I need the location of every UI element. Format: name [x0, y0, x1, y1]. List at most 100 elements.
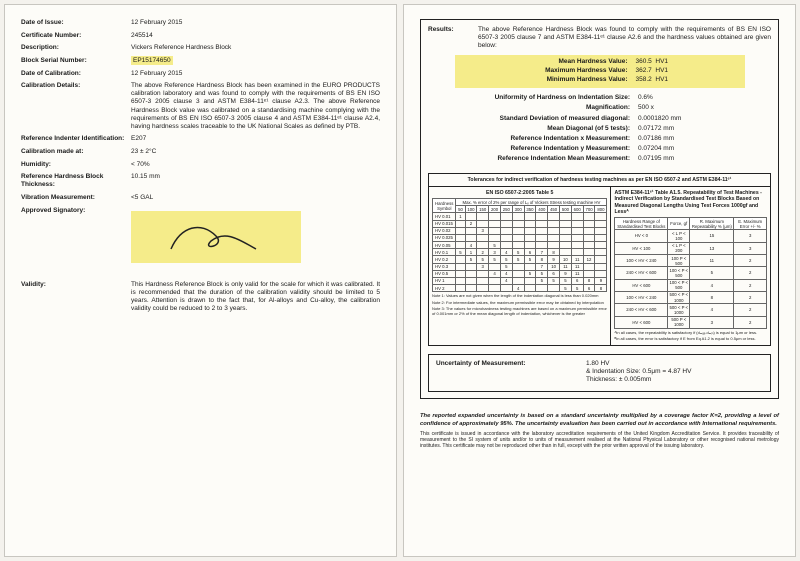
row-validity: Validity: This Hardness Reference Block … [21, 281, 380, 314]
label-uniformity: Uniformity of Hardness on Indentation Si… [428, 94, 638, 102]
label-ref-x: Reference Indentation x Measurement: [428, 135, 638, 143]
row-indenter: Reference Indenter Identification: E207 [21, 135, 380, 143]
astm-foot2: ᴮIn all cases, the error is satisfactory… [614, 337, 767, 342]
label-magnification: Magnification: [428, 104, 638, 112]
row-date-issue: Date of Issue: 12 February 2015 [21, 19, 380, 27]
label-humidity: Humidity: [21, 161, 131, 169]
iso-note3: Note 3: The values for microhardness tes… [432, 307, 607, 316]
row-mean-hardness: Mean Hardness Value: 360.5 HV1 [461, 58, 739, 66]
row-stddev: Standard Deviation of measured diagonal:… [428, 115, 771, 123]
value-description: Vickers Reference Hardness Block [131, 44, 380, 52]
value-calib-details: The above Reference Hardness Block has b… [131, 82, 380, 131]
label-vibration: Vibration Measurement: [21, 194, 131, 202]
iso-note2: Note 2: For intermediate values, the max… [432, 301, 607, 306]
value-validity: This Hardness Reference Block is only va… [131, 281, 380, 314]
footer-bold: The reported expanded uncertainty is bas… [420, 413, 779, 427]
unit-max-hardness: HV1 [655, 67, 668, 74]
value-humidity: < 70% [131, 161, 380, 169]
row-calib-at: Calibration made at: 23 ± 2°C [21, 148, 380, 156]
value-magnification: 500 x [638, 104, 771, 112]
astm-table: Hardness Range of Standardised Test Bloc… [614, 217, 767, 329]
label-serial: Block Serial Number: [21, 57, 131, 65]
label-calib-date: Date of Calibration: [21, 70, 131, 78]
row-signatory: Approved Signatory: [21, 207, 380, 263]
row-cert-no: Certificate Number: 245514 [21, 32, 380, 40]
row-ref-y: Reference Indentation y Measurement:0.07… [428, 145, 771, 153]
value-min-hardness: 358.2 [636, 76, 652, 83]
row-thickness: Reference Hardness Block Thickness: 10.1… [21, 173, 380, 189]
unit-mean-hardness: HV1 [655, 58, 668, 65]
label-calib-at: Calibration made at: [21, 148, 131, 156]
iso-table: HardnessSymbolMax. % error of 2% per ran… [432, 198, 607, 292]
value-mean-hardness: 360.5 [636, 58, 652, 65]
value-ref-y: 0.07204 mm [638, 145, 771, 153]
label-description: Description: [21, 44, 131, 52]
label-mean-hardness: Mean Hardness Value: [461, 58, 636, 66]
value-max-hardness: 362.7 [636, 67, 652, 74]
tolerance-iso-section: EN ISO 6507-2:2005 Table 5 HardnessSymbo… [429, 187, 611, 345]
results-frame: Results: The above Reference Hardness Bl… [420, 19, 779, 399]
value-uniformity: 0.6% [638, 94, 771, 102]
tolerance-box: Tolerances for indirect verification of … [428, 173, 771, 346]
value-cert-no: 245514 [131, 32, 380, 40]
row-min-hardness: Minimum Hardness Value: 358.2 HV1 [461, 76, 739, 84]
row-calib-details: Calibration Details: The above Reference… [21, 82, 380, 131]
value-date-issue: 12 February 2015 [131, 19, 380, 27]
row-max-hardness: Maximum Hardness Value: 362.7 HV1 [461, 67, 739, 75]
label-cert-no: Certificate Number: [21, 32, 131, 40]
certificate-left-page: Date of Issue: 12 February 2015 Certific… [4, 4, 397, 557]
label-results: Results: [428, 26, 478, 50]
row-serial: Block Serial Number: EP15174650 [21, 57, 380, 65]
value-uncertainty-indent: & Indentation Size: 0.5μm = 4.87 HV [586, 368, 691, 376]
value-thickness: 10.15 mm [131, 173, 380, 189]
footer: The reported expanded uncertainty is bas… [420, 413, 779, 449]
value-mean-diag: 0.07172 mm [638, 125, 771, 133]
value-results: The above Reference Hardness Block was f… [478, 26, 771, 50]
value-ref-x: 0.07186 mm [638, 135, 771, 143]
certificate-right-page: Results: The above Reference Hardness Bl… [403, 4, 796, 557]
label-min-hardness: Minimum Hardness Value: [461, 76, 636, 84]
tolerance-astm-section: ASTM E384-11ᵉ¹ Table A1.5. Repeatability… [611, 187, 770, 345]
row-description: Description: Vickers Reference Hardness … [21, 44, 380, 52]
label-signatory: Approved Signatory: [21, 207, 131, 263]
value-stddev: 0.0001820 mm [638, 115, 771, 123]
value-calib-date: 12 February 2015 [131, 70, 380, 78]
tolerance-iso-title: EN ISO 6507-2:2005 Table 5 [432, 190, 607, 196]
label-ref-mean: Reference Indentation Mean Measurement: [428, 155, 638, 163]
signature-icon [131, 211, 301, 263]
row-vibration: Vibration Measurement: <5 GAL [21, 194, 380, 202]
label-stddev: Standard Deviation of measured diagonal: [428, 115, 638, 123]
label-indenter: Reference Indenter Identification: [21, 135, 131, 143]
label-thickness: Reference Hardness Block Thickness: [21, 173, 131, 189]
row-ref-mean: Reference Indentation Mean Measurement:0… [428, 155, 771, 163]
value-serial: EP15174650 [131, 56, 173, 65]
row-ref-x: Reference Indentation x Measurement:0.07… [428, 135, 771, 143]
row-magnification: Magnification:500 x [428, 104, 771, 112]
label-mean-diag: Mean Diagonal (of 5 tests): [428, 125, 638, 133]
row-humidity: Humidity: < 70% [21, 161, 380, 169]
label-calib-details: Calibration Details: [21, 82, 131, 131]
label-ref-y: Reference Indentation y Measurement: [428, 145, 638, 153]
value-uncertainty-thickness: Thickness: ± 0.005mm [586, 376, 691, 384]
iso-note1: Note 1: Values are not given when the le… [432, 294, 607, 299]
footer-small: This certificate is issued in accordance… [420, 431, 779, 450]
value-uncertainty-hv: 1.80 HV [586, 360, 691, 368]
tolerance-astm-title: ASTM E384-11ᵉ¹ Table A1.5. Repeatability… [614, 190, 767, 215]
value-vibration: <5 GAL [131, 194, 380, 202]
row-uniformity: Uniformity of Hardness on Indentation Si… [428, 94, 771, 102]
row-mean-diag: Mean Diagonal (of 5 tests):0.07172 mm [428, 125, 771, 133]
label-date-issue: Date of Issue: [21, 19, 131, 27]
label-max-hardness: Maximum Hardness Value: [461, 67, 636, 75]
value-calib-at: 23 ± 2°C [131, 148, 380, 156]
row-calib-date: Date of Calibration: 12 February 2015 [21, 70, 380, 78]
signature-box [131, 211, 301, 263]
value-ref-mean: 0.07195 mm [638, 155, 771, 163]
hardness-highlight-block: Mean Hardness Value: 360.5 HV1 Maximum H… [455, 55, 745, 88]
unit-min-hardness: HV1 [655, 76, 668, 83]
tolerance-title: Tolerances for indirect verification of … [429, 174, 770, 187]
astm-foot1: ᴬIn all cases, the repeatability is sati… [614, 331, 767, 336]
uncertainty-box: Uncertainty of Measurement: 1.80 HV & In… [428, 354, 771, 392]
value-indenter: E207 [131, 135, 380, 143]
row-results: Results: The above Reference Hardness Bl… [428, 26, 771, 50]
label-uncertainty: Uncertainty of Measurement: [436, 360, 586, 384]
